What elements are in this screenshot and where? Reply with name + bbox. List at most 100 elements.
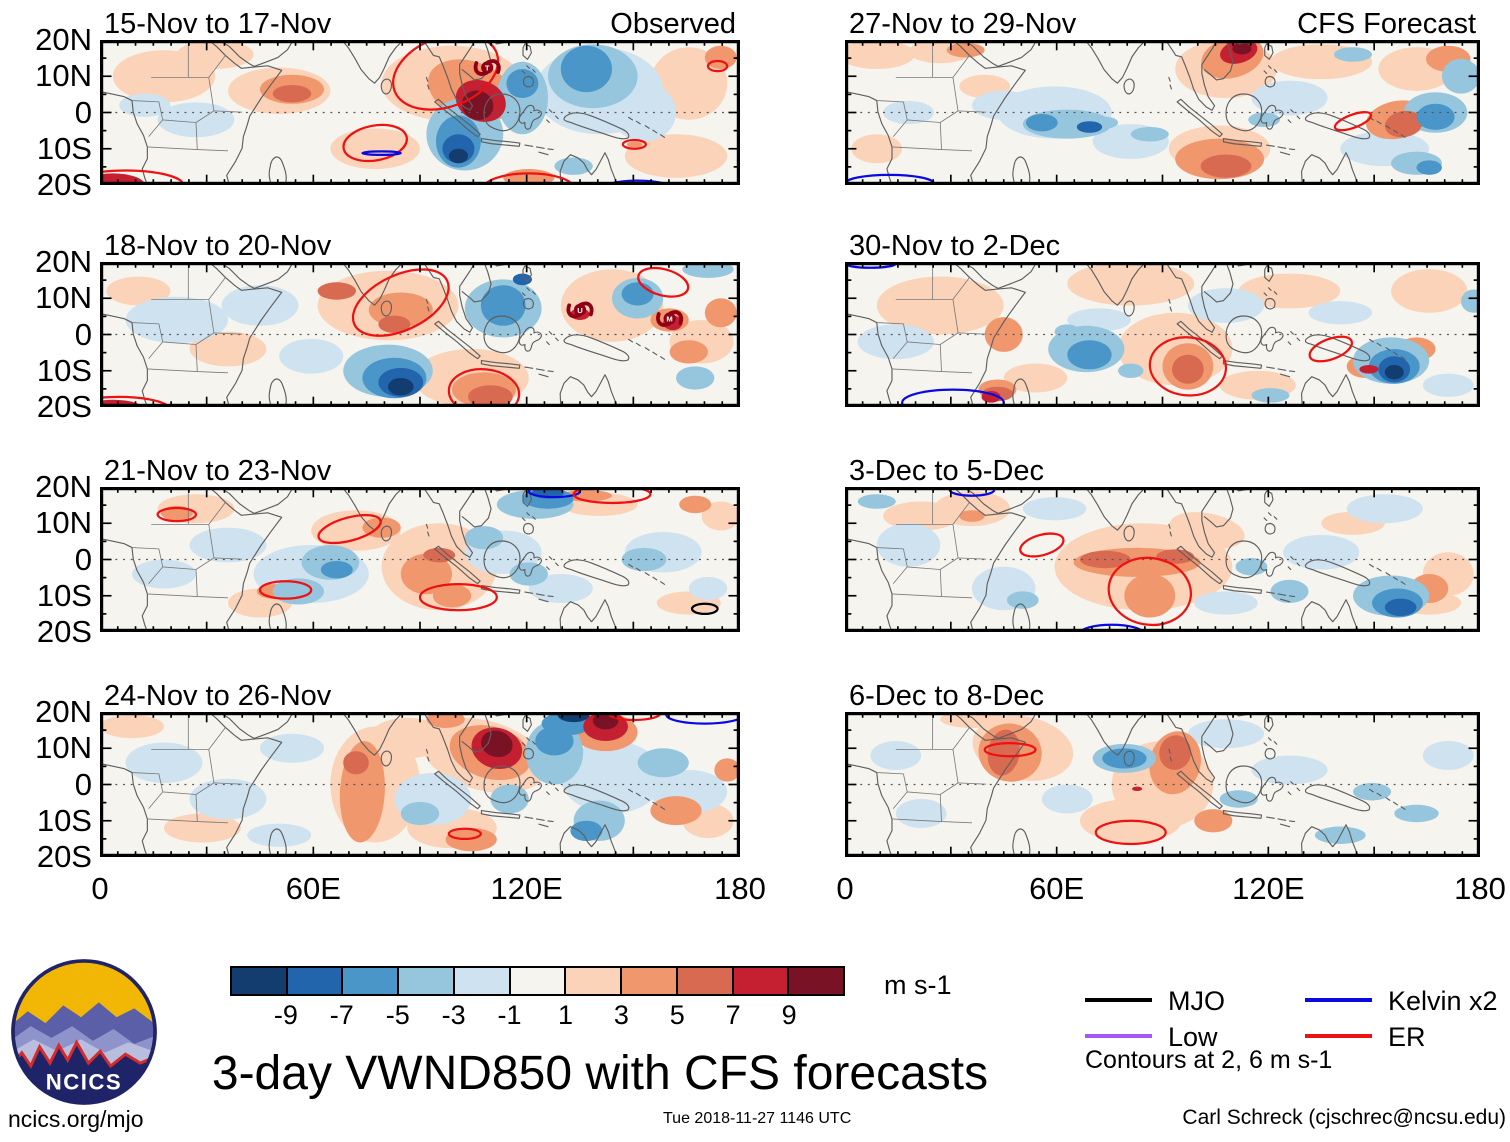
anomaly-blob — [1251, 755, 1328, 785]
anomaly-blob — [106, 276, 171, 306]
wave-contour-er — [392, 40, 500, 111]
anomaly-blob — [1441, 58, 1480, 94]
wave-contour-er — [351, 268, 450, 337]
wave-contours-layer — [983, 742, 1167, 846]
anomaly-blob — [1187, 719, 1265, 749]
y-axis-label: 0 — [74, 316, 92, 352]
anomaly-blob — [851, 134, 903, 164]
anomaly-blob — [845, 40, 915, 69]
anomaly-blob — [378, 315, 411, 334]
panel-title: 18-Nov to 20-Nov — [104, 230, 332, 262]
map-panel — [845, 712, 1480, 857]
y-axis-label: 0 — [74, 541, 92, 577]
anomaly-blob — [1172, 354, 1204, 384]
y-axis-label: 20S — [36, 167, 92, 202]
anomaly-blob — [1333, 47, 1373, 62]
colorbar-cell — [677, 968, 734, 994]
anomaly-fills-layer — [100, 40, 737, 185]
anomaly-blob — [1118, 363, 1144, 378]
cyclone-letter: T — [485, 63, 490, 72]
map-panel — [845, 40, 1480, 185]
anomaly-blob — [959, 510, 985, 522]
legend-label: Low — [1168, 1022, 1218, 1052]
contour-note: Contours at 2, 6 m s-1 — [1085, 1046, 1333, 1074]
anomaly-blob — [1067, 262, 1195, 306]
y-axis-label: 10N — [35, 505, 92, 541]
anomaly-fills-layer — [100, 712, 740, 852]
anomaly-blob — [423, 547, 456, 563]
anomaly-blob — [1308, 301, 1373, 325]
anomaly-blob — [1025, 113, 1058, 132]
y-axis-label: 20N — [35, 694, 92, 729]
anomaly-blob — [987, 729, 1020, 776]
panel-title: 15-Nov to 17-Nov — [104, 8, 332, 40]
x-axis-label: 120E — [1232, 871, 1305, 906]
x-axis-label: 60E — [1029, 871, 1085, 906]
anomaly-blob — [876, 523, 941, 567]
anomaly-blob — [650, 796, 702, 826]
map-frame — [845, 40, 1480, 185]
cyclone-eye — [663, 312, 676, 325]
cyclone-arm — [668, 310, 684, 325]
colorbar-tick-label: -7 — [329, 1000, 354, 1030]
logo-text: NCICS — [46, 1070, 122, 1095]
anomaly-blob — [870, 741, 922, 770]
map-frame — [100, 712, 740, 857]
anomaly-blob — [388, 378, 414, 396]
anomaly-blob — [1422, 741, 1474, 770]
colorbar-cell — [287, 968, 344, 994]
wave-contour-er — [1107, 556, 1193, 627]
anomaly-blob — [883, 100, 934, 125]
x-axis-label: 0 — [91, 871, 109, 906]
colorbar-tick-label: 9 — [781, 1000, 797, 1030]
cyclone-letter: M — [666, 314, 672, 323]
anomaly-blob — [1076, 121, 1103, 133]
cyclone-symbol: M — [656, 310, 684, 327]
anomaly-blob — [1359, 364, 1379, 374]
anomaly-blob — [682, 262, 734, 278]
colorbar-cell — [399, 968, 455, 994]
anomaly-blob — [1248, 112, 1280, 127]
anomaly-blob — [1460, 289, 1480, 313]
wave-contour-er — [1019, 532, 1065, 558]
x-axis-label: 60E — [285, 871, 341, 906]
anomaly-fills-layer — [100, 262, 737, 407]
panel-title: 3-Dec to 5-Dec — [849, 455, 1045, 487]
anomaly-blob — [940, 712, 1004, 728]
wave-contour-er — [1094, 819, 1167, 846]
anomaly-blob — [1235, 558, 1268, 576]
anomaly-blob — [1130, 127, 1169, 142]
colorbar-cell — [733, 968, 790, 994]
anomaly-blob — [368, 717, 446, 759]
cyclone-letter: U — [577, 306, 583, 315]
map-frame — [100, 40, 740, 185]
cyclone-symbol: T — [473, 59, 501, 76]
anomaly-blob — [189, 331, 267, 367]
colorbar-tick-label: 5 — [669, 1000, 685, 1030]
panel-corner-label: CFS Forecast — [1297, 8, 1476, 40]
x-axis-label: 180 — [714, 871, 766, 906]
website-link[interactable]: ncics.org/mjo — [8, 1106, 144, 1132]
wave-contour-er — [483, 172, 574, 185]
anomaly-blob — [125, 742, 203, 784]
anomaly-blob — [100, 714, 164, 739]
anomaly-blob — [1270, 579, 1309, 603]
wave-contour-er — [1308, 335, 1354, 363]
wave-contour-er — [100, 169, 185, 185]
wave-contour-er — [1333, 111, 1373, 132]
legend-line-low — [1085, 1034, 1152, 1038]
anomaly-blob — [247, 823, 312, 847]
colorbar-tick-label: 3 — [613, 1000, 629, 1030]
author-credit: Carl Schreck (cjschrec@ncsu.edu) — [1182, 1106, 1506, 1129]
legend-label: MJO — [1168, 986, 1225, 1016]
anomaly-blob — [1346, 494, 1423, 524]
colorbar-cell — [343, 968, 400, 994]
anomaly-blob — [320, 560, 353, 579]
wave-contour-er — [706, 59, 729, 73]
cyclone-arm — [485, 59, 501, 74]
y-axis-label: 10N — [35, 730, 92, 766]
wave-contour-er — [418, 583, 498, 612]
anomaly-blob — [279, 338, 344, 374]
x-axis-label: 120E — [490, 871, 563, 906]
